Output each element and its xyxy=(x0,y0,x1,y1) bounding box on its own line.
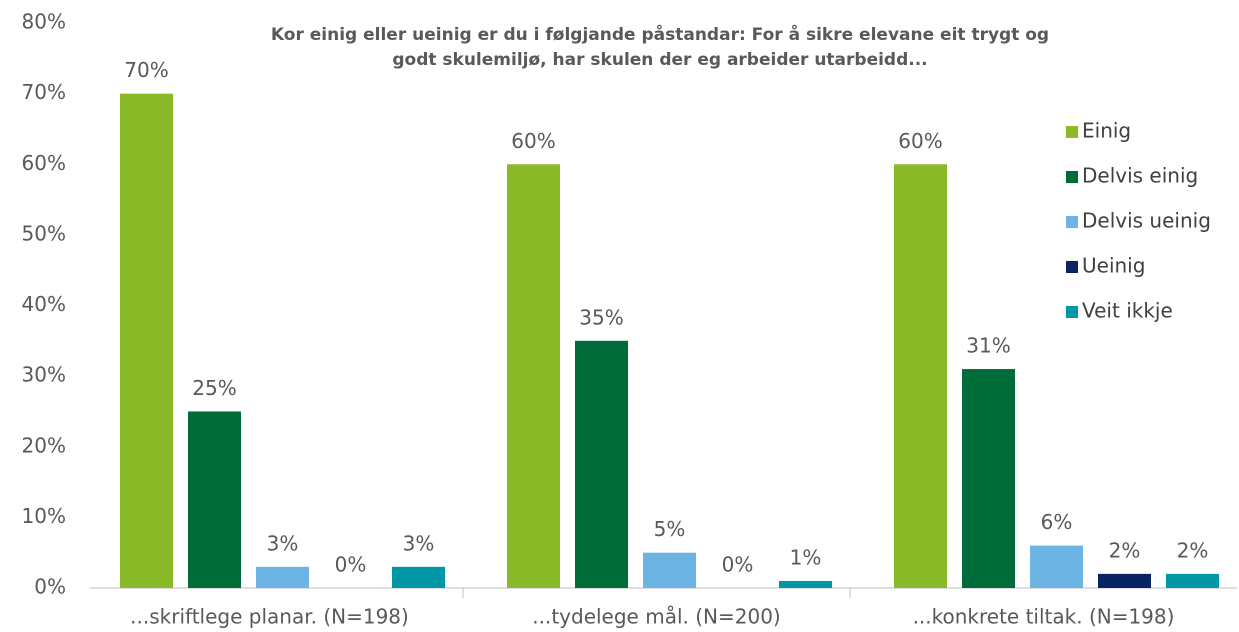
bar xyxy=(1166,573,1219,588)
bar xyxy=(894,164,947,588)
legend-swatch xyxy=(1066,306,1078,318)
legend-label: Veit ikkje xyxy=(1082,299,1173,323)
legend-swatch xyxy=(1066,216,1078,228)
legend-swatch xyxy=(1066,261,1078,273)
y-tick-label: 10% xyxy=(22,504,66,528)
data-label: 3% xyxy=(403,531,435,555)
data-label: 70% xyxy=(124,58,168,82)
legend-swatch xyxy=(1066,126,1078,138)
x-tick-label: ...skriftlege planar. (N=198) xyxy=(130,605,409,629)
y-tick-label: 20% xyxy=(22,433,66,457)
data-label: 35% xyxy=(579,305,623,329)
data-label: 5% xyxy=(654,517,686,541)
bar xyxy=(256,566,309,588)
data-label: 0% xyxy=(722,553,754,577)
data-label: 3% xyxy=(267,531,299,555)
data-label: 2% xyxy=(1109,538,1141,562)
data-label: 25% xyxy=(192,376,236,400)
y-tick-label: 40% xyxy=(22,292,66,316)
bar xyxy=(575,340,628,588)
y-tick-label: 50% xyxy=(22,221,66,245)
y-tick-label: 70% xyxy=(22,80,66,104)
legend-label: Delvis ueinig xyxy=(1082,209,1211,233)
chart-title: Kor einig eller ueinig er du i følgjande… xyxy=(271,23,1049,45)
y-tick-label: 60% xyxy=(22,151,66,175)
legend-label: Delvis einig xyxy=(1082,164,1198,188)
data-label: 60% xyxy=(511,129,555,153)
bar xyxy=(392,566,445,588)
bar xyxy=(643,552,696,588)
bar xyxy=(779,580,832,588)
data-label: 60% xyxy=(898,129,942,153)
y-tick-label: 30% xyxy=(22,363,66,387)
bar xyxy=(1030,545,1083,588)
data-label: 0% xyxy=(335,553,367,577)
data-label: 31% xyxy=(966,334,1010,358)
bar xyxy=(507,164,560,588)
legend-swatch xyxy=(1066,171,1078,183)
legend-label: Einig xyxy=(1082,119,1131,143)
data-label: 2% xyxy=(1177,538,1209,562)
bar xyxy=(1098,573,1151,588)
y-tick-label: 0% xyxy=(34,575,66,599)
data-label: 1% xyxy=(790,545,822,569)
data-label: 6% xyxy=(1041,510,1073,534)
x-tick-label: ...tydelege mål. (N=200) xyxy=(532,605,780,629)
y-tick-label: 80% xyxy=(22,10,66,34)
legend-label: Ueinig xyxy=(1082,254,1145,278)
bar xyxy=(120,93,173,588)
bar xyxy=(188,411,241,588)
bar xyxy=(962,369,1015,588)
x-tick-label: ...konkrete tiltak. (N=198) xyxy=(913,605,1175,629)
chart-title: godt skulemiljø, har skulen der eg arbei… xyxy=(392,50,927,70)
